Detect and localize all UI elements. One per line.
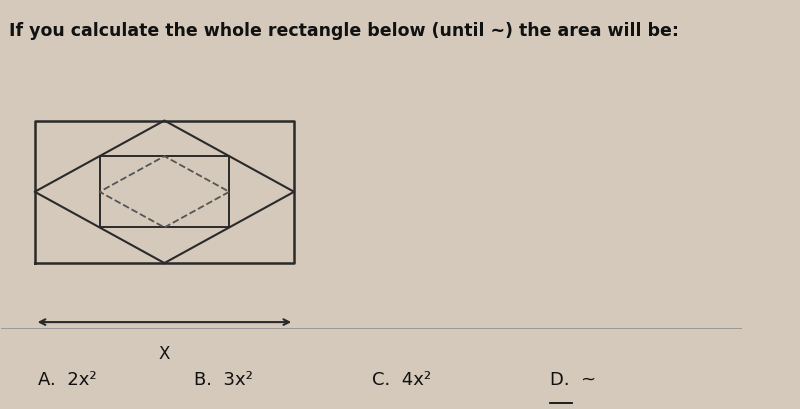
Text: If you calculate the whole rectangle below (until ~) the area will be:: If you calculate the whole rectangle bel… [9, 22, 678, 40]
Text: B.  3x²: B. 3x² [194, 370, 253, 388]
Text: C.  4x²: C. 4x² [372, 370, 431, 388]
Text: A.  2x²: A. 2x² [38, 370, 97, 388]
Text: D.  ~: D. ~ [550, 370, 596, 388]
Text: X: X [158, 345, 170, 363]
